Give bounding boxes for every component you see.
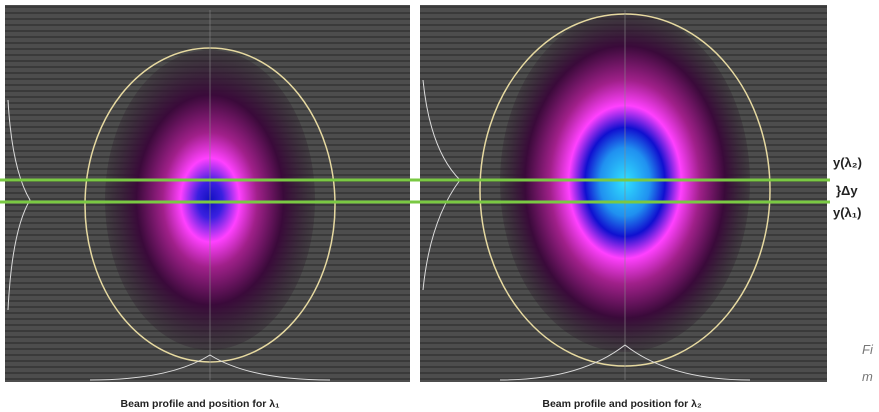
label-y-lambda2: y(λ₂)	[833, 155, 862, 170]
caption: Beam profile and position for λ₂	[542, 398, 702, 410]
right-panel	[420, 5, 827, 382]
left-panel	[5, 5, 410, 382]
label-y-lambda1: y(λ₁)	[833, 205, 862, 220]
side-text: m	[862, 369, 873, 384]
label-delta-y: }Δy	[836, 183, 858, 198]
figure: y(λ₂) }Δy y(λ₁) Fi m Beam profile and po…	[0, 0, 879, 412]
side-text: Fi	[862, 342, 874, 357]
caption: Beam profile and position for λ₁	[121, 398, 280, 410]
